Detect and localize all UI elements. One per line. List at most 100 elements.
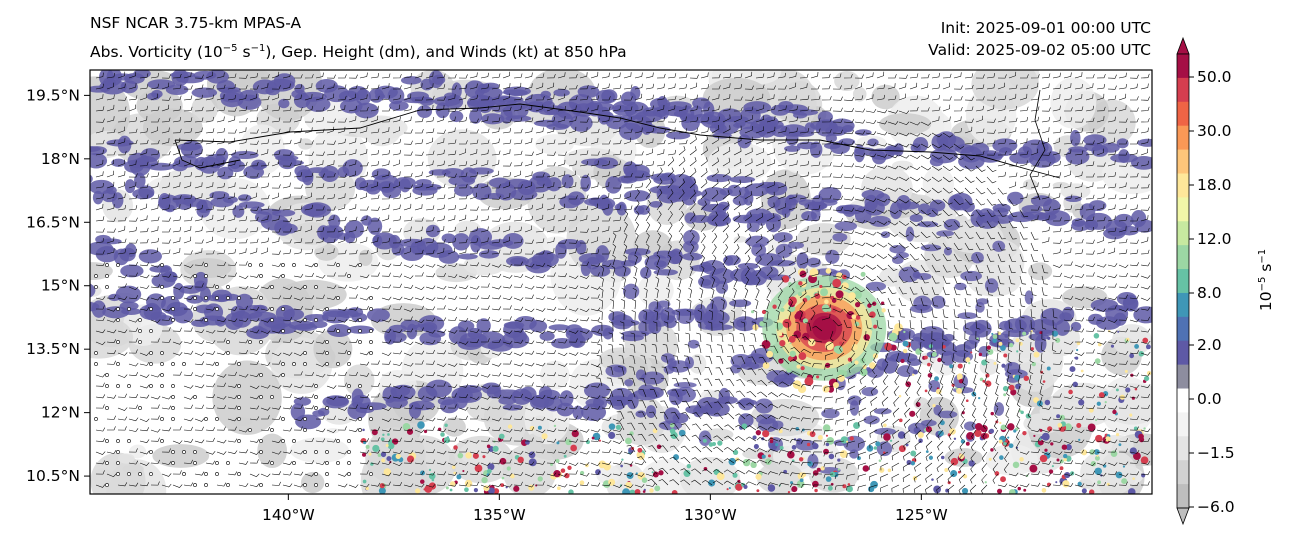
convective-speckle <box>755 429 762 436</box>
vorticity-band-cell <box>621 334 644 342</box>
convective-speckle <box>924 355 928 360</box>
convective-speckle <box>1008 443 1014 449</box>
calm-wind-marker <box>259 395 263 399</box>
convective-speckle <box>1088 489 1095 494</box>
convective-speckle <box>1003 441 1007 446</box>
vorticity-band-cell <box>889 201 903 220</box>
convective-speckle <box>1039 331 1043 335</box>
vorticity-band-cell <box>132 188 155 200</box>
convective-speckle <box>456 474 462 480</box>
wind-barb <box>480 72 489 79</box>
wind-barb <box>601 72 610 79</box>
convective-speckle <box>1044 399 1051 406</box>
wind-barb <box>150 83 159 90</box>
calm-wind-marker <box>105 274 109 278</box>
vorticity-band-cell <box>1110 153 1138 163</box>
convective-speckle <box>798 457 804 462</box>
vorticity-band-cell <box>660 353 675 363</box>
vorticity-band-cell <box>785 194 807 203</box>
vorticity-band-cell <box>165 84 189 95</box>
calm-wind-marker <box>281 329 285 333</box>
wind-barbs <box>94 71 1151 494</box>
convective-speckle <box>849 436 854 441</box>
convective-speckle <box>1144 375 1150 382</box>
vorticity-band-cell <box>337 166 350 178</box>
convective-speckle <box>997 331 1002 336</box>
convective-speckle <box>1039 428 1043 432</box>
vorticity-band-cell <box>602 327 614 340</box>
calm-wind-marker <box>369 329 373 333</box>
wind-barb <box>381 73 391 79</box>
convective-speckle <box>743 484 748 489</box>
vorticity-band-cell <box>367 217 383 235</box>
wind-barb <box>414 83 423 90</box>
wind-barb <box>1107 74 1117 79</box>
vorticity-band-cell <box>936 131 957 148</box>
vorticity-band-cell <box>539 331 555 341</box>
vorticity-band-cell <box>548 324 571 331</box>
vorticity-band-cell <box>593 157 619 170</box>
convective-speckle <box>807 461 813 467</box>
calm-wind-marker <box>314 395 318 399</box>
convective-speckle <box>1097 342 1102 347</box>
vorticity-band-cell <box>638 319 656 335</box>
vorticity-band-cell <box>931 295 946 309</box>
vortex-speckle <box>825 268 832 274</box>
calm-wind-marker <box>160 351 164 355</box>
wind-barb <box>282 83 291 90</box>
convective-speckle <box>415 488 421 494</box>
vorticity-band-cell <box>1133 306 1152 324</box>
wind-barb <box>1052 72 1061 79</box>
vortex-speckle <box>884 342 892 351</box>
vorticity-band-cell <box>825 249 840 264</box>
calm-wind-marker <box>193 395 197 399</box>
negative-vorticity-patch <box>239 124 285 176</box>
vorticity-band-cell <box>781 207 791 218</box>
wind-barb <box>227 73 237 79</box>
vorticity-band-cell <box>992 240 1006 252</box>
convective-speckle <box>1138 433 1144 440</box>
vortex-speckle <box>880 301 885 305</box>
vorticity-band-cell <box>624 248 651 256</box>
wind-barb <box>986 73 996 79</box>
convective-speckle <box>513 485 520 492</box>
convective-speckle <box>608 423 616 430</box>
convective-speckle <box>1145 344 1151 350</box>
convective-speckle <box>902 348 908 354</box>
convective-speckle <box>988 457 992 461</box>
vorticity-band-cell <box>762 212 782 223</box>
calm-wind-marker <box>105 406 109 410</box>
convective-speckle <box>488 487 495 494</box>
wind-barb <box>238 74 248 79</box>
calm-wind-marker <box>215 362 219 366</box>
vorticity-band-cell <box>666 131 691 140</box>
vorticity-band-cell <box>649 200 663 208</box>
convective-speckle <box>898 418 903 423</box>
convective-speckle <box>961 387 964 390</box>
calm-wind-marker <box>281 263 285 267</box>
convective-speckle <box>1007 423 1015 431</box>
convective-speckle <box>825 476 832 482</box>
vorticity-band-cell <box>1100 142 1120 153</box>
calm-wind-marker <box>292 263 296 267</box>
vorticity-band-cell <box>400 76 422 85</box>
model-title: NSF NCAR 3.75-km MPAS-A <box>90 14 302 32</box>
convective-speckle <box>1015 338 1020 343</box>
wind-barb <box>1008 71 1017 79</box>
calm-wind-marker <box>171 395 175 399</box>
convective-speckle <box>1138 351 1145 357</box>
wind-barb <box>370 73 380 79</box>
convective-speckle <box>950 457 959 466</box>
convective-speckle <box>897 431 906 439</box>
convective-speckle <box>787 491 791 494</box>
calm-wind-marker <box>116 263 120 267</box>
vorticity-band-cell <box>1065 148 1090 165</box>
convective-speckle <box>541 433 548 440</box>
calm-wind-marker <box>303 318 307 322</box>
vorticity-band-cell <box>120 80 138 94</box>
vortex-speckle <box>796 364 801 369</box>
convective-speckle <box>365 444 370 449</box>
vorticity-band-cell <box>1007 191 1024 205</box>
wind-barb <box>612 72 621 79</box>
vorticity-band-cell <box>272 209 296 217</box>
